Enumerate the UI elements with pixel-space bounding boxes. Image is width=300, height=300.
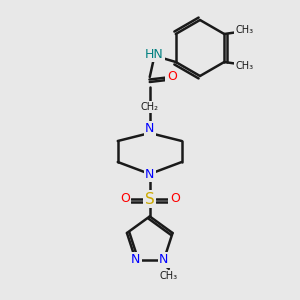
Text: N: N: [145, 122, 154, 136]
Text: CH₂: CH₂: [141, 102, 159, 112]
Text: N: N: [159, 253, 169, 266]
Text: N: N: [131, 253, 140, 266]
Text: CH₃: CH₃: [235, 61, 253, 71]
Text: S: S: [145, 191, 154, 206]
Text: O: O: [167, 70, 177, 83]
Text: CH₃: CH₃: [160, 271, 178, 281]
Text: HN: HN: [144, 47, 163, 61]
Text: O: O: [170, 193, 180, 206]
Text: N: N: [145, 167, 154, 181]
Text: O: O: [120, 193, 130, 206]
Text: CH₃: CH₃: [235, 25, 253, 35]
